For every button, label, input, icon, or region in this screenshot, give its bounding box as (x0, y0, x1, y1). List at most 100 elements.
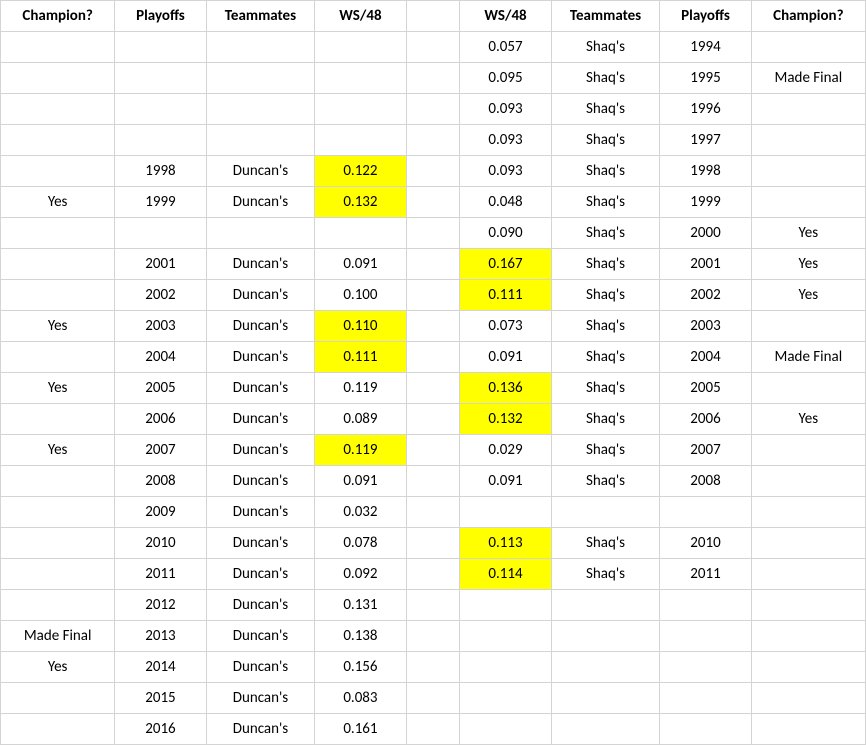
cell-right-teammates: Shaq's (551, 373, 660, 404)
cell-left-playoffs (115, 32, 206, 63)
cell-right-playoffs: 2005 (660, 373, 751, 404)
cell-left-champion: Yes (1, 187, 115, 218)
cell-left-ws48 (315, 94, 406, 125)
cell-right-champion: Made Final (751, 342, 865, 373)
cell-left-champion: Yes (1, 311, 115, 342)
cell-left-playoffs: 1999 (115, 187, 206, 218)
cell-left-ws48: 0.091 (315, 466, 406, 497)
table-row: 2002Duncan's0.1000.111Shaq's2002Yes (1, 280, 866, 311)
cell-right-champion (751, 497, 865, 528)
cell-right-playoffs: 2002 (660, 280, 751, 311)
cell-spacer (406, 63, 460, 94)
cell-left-ws48: 0.083 (315, 683, 406, 714)
cell-right-playoffs (660, 652, 751, 683)
table-row: Yes1999Duncan's0.1320.048Shaq's1999 (1, 187, 866, 218)
cell-spacer (406, 435, 460, 466)
table-row: 2011Duncan's0.0920.114Shaq's2011 (1, 559, 866, 590)
table-row: 2009Duncan's0.032 (1, 497, 866, 528)
cell-right-champion: Yes (751, 249, 865, 280)
cell-right-playoffs: 1998 (660, 156, 751, 187)
cell-right-champion (751, 466, 865, 497)
cell-left-ws48: 0.156 (315, 652, 406, 683)
cell-spacer (406, 125, 460, 156)
cell-right-playoffs (660, 714, 751, 745)
cell-left-playoffs: 2002 (115, 280, 206, 311)
cell-right-teammates: Shaq's (551, 342, 660, 373)
cell-right-ws48: 0.091 (460, 466, 551, 497)
cell-right-playoffs (660, 590, 751, 621)
cell-right-teammates (551, 714, 660, 745)
cell-left-champion (1, 497, 115, 528)
table-row: 2010Duncan's0.0780.113Shaq's2010 (1, 528, 866, 559)
cell-left-ws48 (315, 63, 406, 94)
cell-left-ws48: 0.119 (315, 373, 406, 404)
cell-right-teammates: Shaq's (551, 249, 660, 280)
cell-right-champion (751, 528, 865, 559)
cell-spacer (406, 342, 460, 373)
header-left-teammates: Teammates (206, 1, 315, 32)
cell-left-ws48 (315, 125, 406, 156)
cell-right-teammates (551, 652, 660, 683)
cell-right-ws48 (460, 714, 551, 745)
table-row: 0.057Shaq's1994 (1, 32, 866, 63)
cell-left-teammates: Duncan's (206, 311, 315, 342)
header-spacer (406, 1, 460, 32)
cell-right-teammates: Shaq's (551, 311, 660, 342)
cell-left-teammates: Duncan's (206, 714, 315, 745)
cell-left-playoffs: 2008 (115, 466, 206, 497)
table-row: 0.093Shaq's1997 (1, 125, 866, 156)
cell-left-teammates: Duncan's (206, 466, 315, 497)
cell-left-teammates: Duncan's (206, 497, 315, 528)
comparison-table: Champion? Playoffs Teammates WS/48 WS/48… (0, 0, 866, 745)
table-row: Yes2007Duncan's0.1190.029Shaq's2007 (1, 435, 866, 466)
cell-left-playoffs: 2007 (115, 435, 206, 466)
cell-right-ws48: 0.073 (460, 311, 551, 342)
cell-right-champion (751, 590, 865, 621)
cell-left-champion (1, 94, 115, 125)
cell-left-teammates: Duncan's (206, 373, 315, 404)
table-body: 0.057Shaq's19940.095Shaq's1995Made Final… (1, 32, 866, 745)
cell-left-ws48: 0.161 (315, 714, 406, 745)
cell-left-champion: Made Final (1, 621, 115, 652)
cell-left-teammates: Duncan's (206, 559, 315, 590)
table-row: 2004Duncan's0.1110.091Shaq's2004Made Fin… (1, 342, 866, 373)
cell-right-champion (751, 559, 865, 590)
cell-left-teammates: Duncan's (206, 435, 315, 466)
table-row: 1998Duncan's0.1220.093Shaq's1998 (1, 156, 866, 187)
cell-right-ws48: 0.113 (460, 528, 551, 559)
cell-spacer (406, 497, 460, 528)
cell-right-playoffs: 2000 (660, 218, 751, 249)
cell-right-teammates: Shaq's (551, 94, 660, 125)
table-row: Yes2003Duncan's0.1100.073Shaq's2003 (1, 311, 866, 342)
cell-right-champion: Yes (751, 404, 865, 435)
cell-right-ws48 (460, 590, 551, 621)
cell-spacer (406, 404, 460, 435)
cell-left-ws48: 0.091 (315, 249, 406, 280)
table-row: 2012Duncan's0.131 (1, 590, 866, 621)
cell-left-champion (1, 280, 115, 311)
cell-left-playoffs: 2006 (115, 404, 206, 435)
table-row: 2015Duncan's0.083 (1, 683, 866, 714)
cell-right-teammates: Shaq's (551, 187, 660, 218)
table-row: 0.093Shaq's1996 (1, 94, 866, 125)
cell-left-champion (1, 125, 115, 156)
cell-right-ws48 (460, 652, 551, 683)
cell-left-teammates: Duncan's (206, 187, 315, 218)
cell-right-ws48: 0.093 (460, 94, 551, 125)
cell-left-playoffs (115, 125, 206, 156)
cell-left-ws48: 0.111 (315, 342, 406, 373)
cell-left-teammates (206, 218, 315, 249)
cell-right-champion (751, 621, 865, 652)
cell-right-ws48 (460, 497, 551, 528)
cell-left-teammates: Duncan's (206, 280, 315, 311)
table-row: 2001Duncan's0.0910.167Shaq's2001Yes (1, 249, 866, 280)
cell-right-playoffs (660, 683, 751, 714)
cell-left-playoffs: 2010 (115, 528, 206, 559)
cell-right-playoffs: 1999 (660, 187, 751, 218)
cell-left-playoffs (115, 218, 206, 249)
cell-left-ws48: 0.078 (315, 528, 406, 559)
cell-spacer (406, 32, 460, 63)
cell-left-champion: Yes (1, 652, 115, 683)
table-row: 2016Duncan's0.161 (1, 714, 866, 745)
cell-right-ws48 (460, 621, 551, 652)
